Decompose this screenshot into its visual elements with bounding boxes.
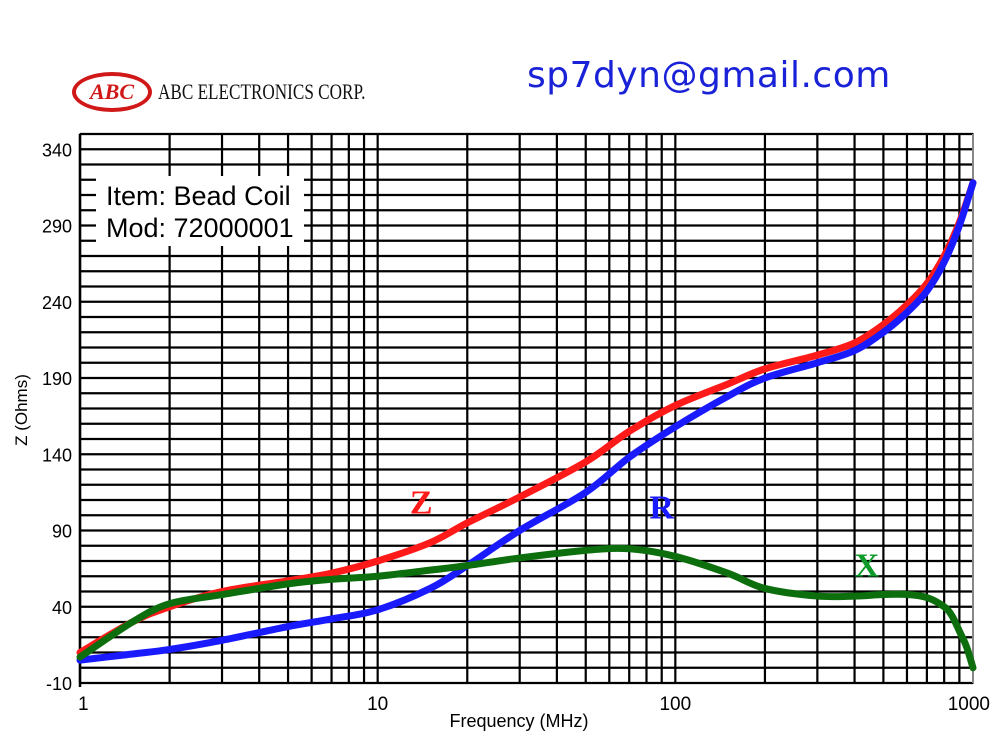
x-tick-label: 1000 <box>948 694 990 715</box>
curve-label-R: R <box>649 489 674 526</box>
series-R-curve <box>76 179 977 664</box>
contact-email: sp7dyn@gmail.com <box>527 55 891 96</box>
x-tick-label: 10 <box>367 694 388 715</box>
series-X-curve <box>76 544 977 672</box>
y-axis-label: Z (Ohms) <box>12 374 31 446</box>
y-tick-label: -10 <box>46 674 72 694</box>
item-info-box: Item: Bead Coil Mod: 72000001 <box>96 176 304 246</box>
x-axis-ticks: 1 10 100 1000 <box>78 694 990 715</box>
abc-logo-mark: ABC <box>72 72 152 112</box>
curve-label-X: X <box>855 547 880 584</box>
company-logo: ABC ABC ELECTRONICS CORP. <box>72 72 424 112</box>
y-tick-label: 340 <box>42 140 72 160</box>
y-tick-label: 190 <box>42 369 72 389</box>
y-axis-ticks: -10 40 90 140 190 240 290 340 <box>42 140 72 694</box>
x-axis-label: Frequency (MHz) <box>449 711 588 731</box>
curve-labels: Z R X <box>410 485 880 585</box>
chart-series <box>76 179 977 672</box>
y-tick-label: 140 <box>42 445 72 465</box>
y-tick-label: 240 <box>42 293 72 313</box>
curve-label-Z: Z <box>410 485 433 522</box>
company-name: ABC ELECTRONICS CORP. <box>158 79 366 104</box>
y-tick-label: 90 <box>52 522 72 542</box>
item-name: Item: Bead Coil <box>106 181 291 211</box>
model-number: Mod: 72000001 <box>106 213 294 243</box>
y-tick-label: 290 <box>42 217 72 237</box>
x-tick-label: 1 <box>78 694 89 715</box>
y-tick-label: 40 <box>52 598 72 618</box>
x-tick-label: 100 <box>659 694 691 715</box>
